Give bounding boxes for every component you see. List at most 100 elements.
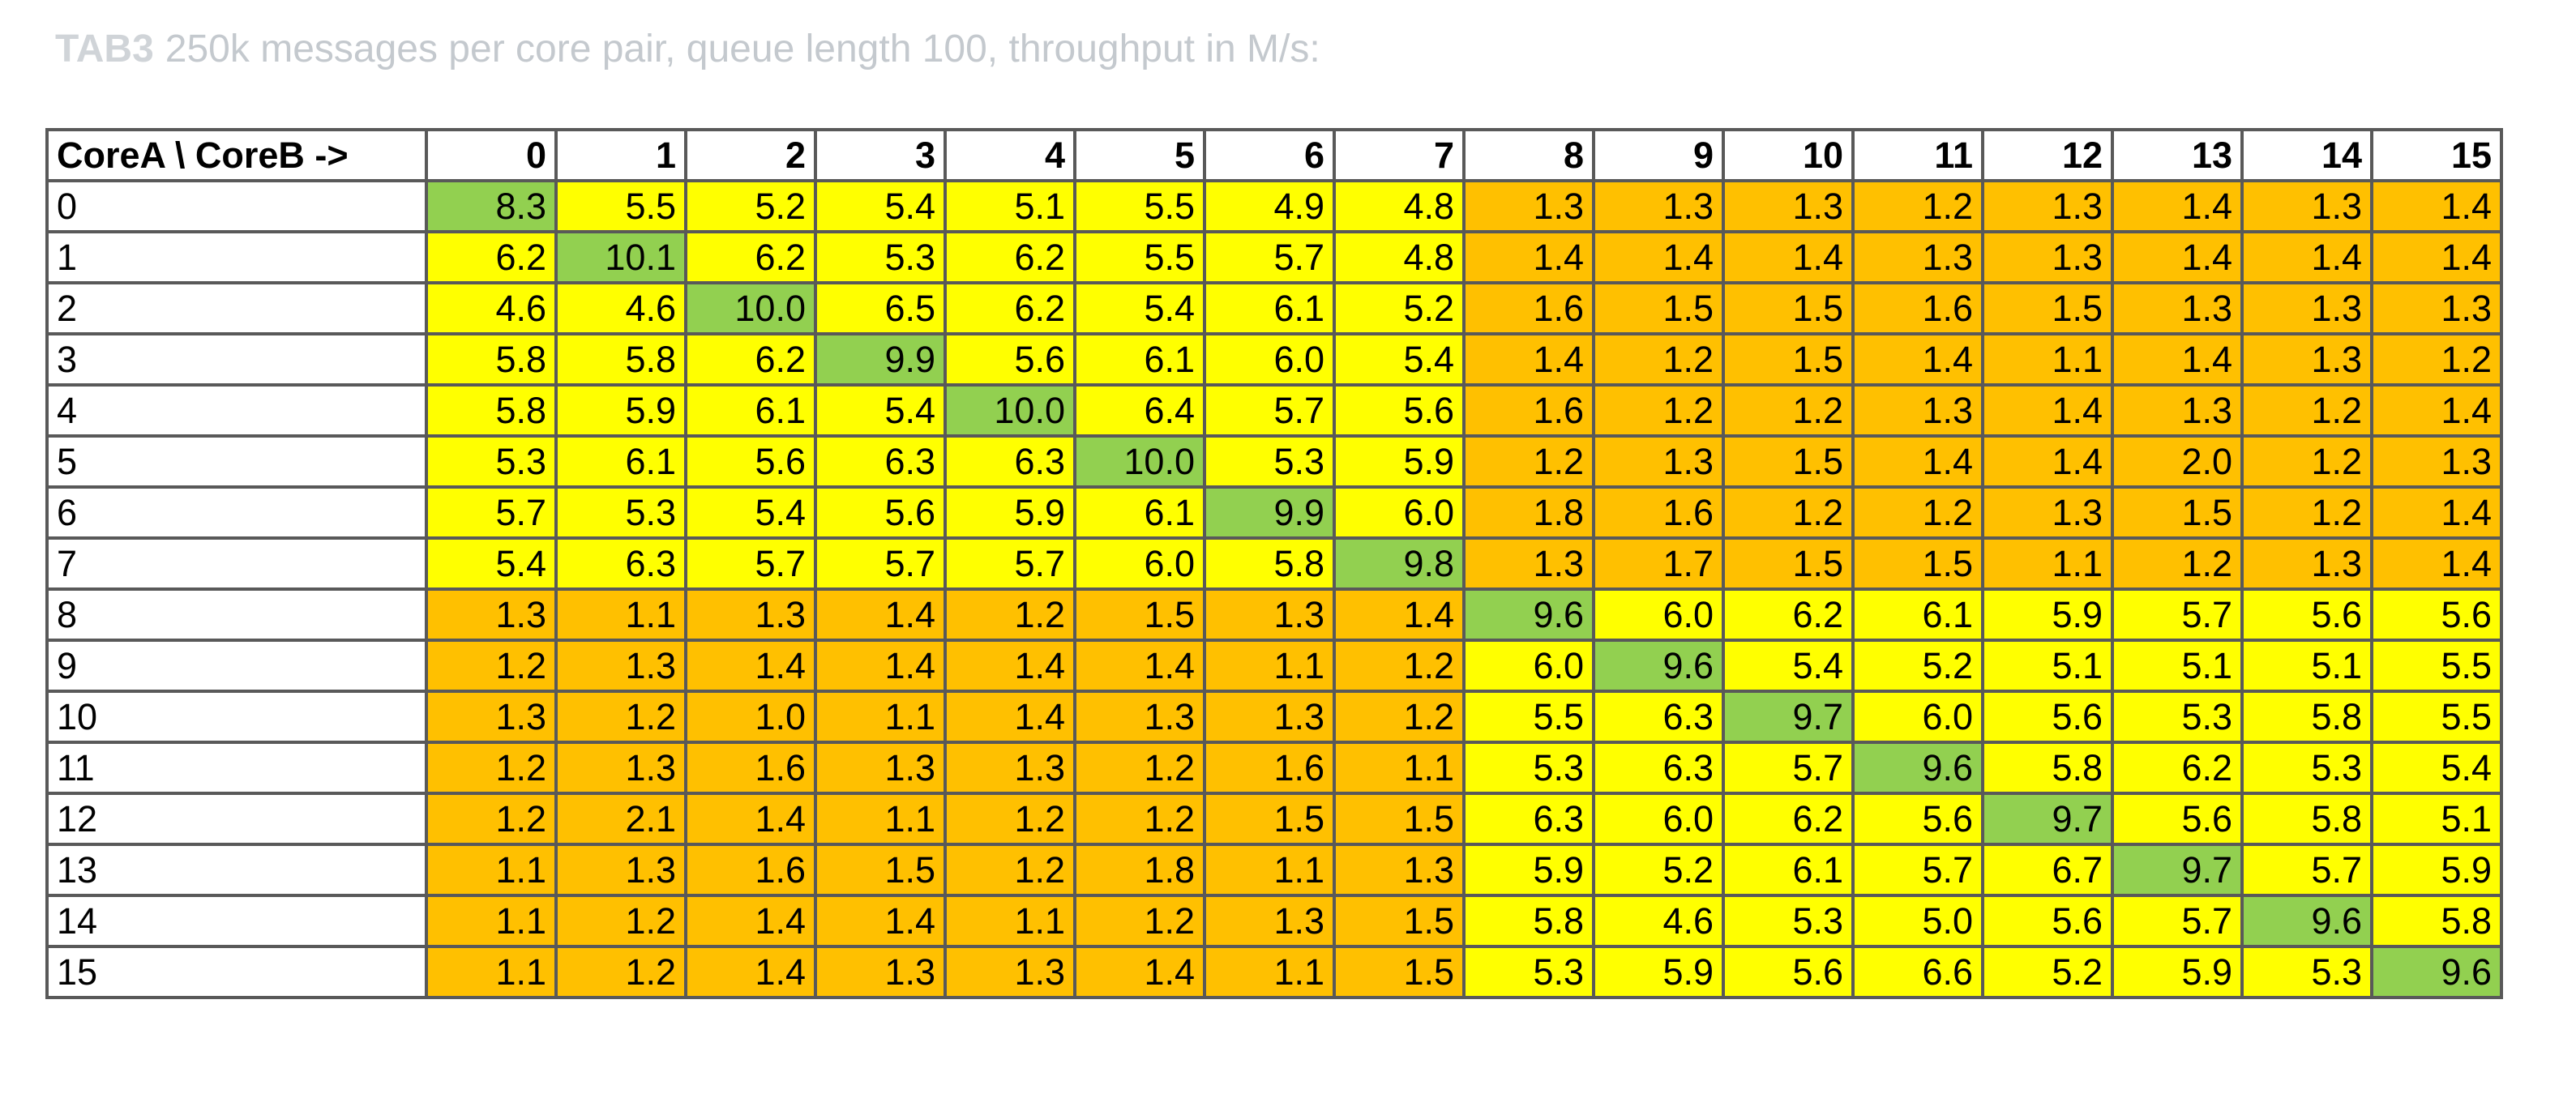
heatmap-cell: 6.2 [1722, 792, 1855, 846]
heatmap-cell: 1.3 [2111, 383, 2244, 438]
heatmap-cell: 1.4 [1851, 332, 1984, 387]
heatmap-cell: 1.4 [814, 587, 947, 642]
heatmap-cell: 1.2 [1333, 690, 1466, 744]
heatmap-cell: 1.4 [2240, 230, 2373, 284]
heatmap-cell: 5.3 [425, 434, 558, 489]
heatmap-cell: 1.4 [1333, 587, 1466, 642]
heatmap-cell: 5.7 [814, 536, 947, 591]
heatmap-cell: 9.8 [1333, 536, 1466, 591]
heatmap-cell: 6.3 [944, 434, 1076, 489]
heatmap-cell: 1.2 [425, 741, 558, 795]
heatmap-cell: 5.8 [1462, 894, 1595, 948]
heatmap-cell: 5.6 [944, 332, 1076, 387]
table-row: 11 1.2 1.3 1.6 1.3 1.3 1.2 1.6 1.1 5.3 6.3 5.7 9.6 5.… [45, 741, 2503, 795]
heatmap-cell: 1.3 [2240, 536, 2373, 591]
heatmap-cell: 1.5 [1333, 945, 1466, 999]
heatmap-cell: 1.2 [425, 639, 558, 693]
heatmap-cell: 5.1 [944, 179, 1076, 233]
heatmap-cell: 1.2 [425, 792, 558, 846]
column-header-coreb-5: 5 [1073, 128, 1206, 182]
heatmap-cell: 1.3 [1462, 179, 1595, 233]
heatmap-cell: 1.4 [684, 639, 817, 693]
heatmap-cell: 1.2 [944, 792, 1076, 846]
heatmap-cell: 10.0 [684, 281, 817, 335]
heatmap-cell: 5.2 [1333, 281, 1466, 335]
heatmap-cell: 1.6 [1203, 741, 1336, 795]
heatmap-cell: 9.7 [1722, 690, 1855, 744]
heatmap-cell: 1.5 [1981, 281, 2114, 335]
heatmap-cell: 1.3 [1592, 179, 1725, 233]
heatmap-cell: 6.2 [684, 332, 817, 387]
heatmap-cell: 5.6 [684, 434, 817, 489]
row-header-corea-2: 2 [45, 281, 428, 335]
heatmap-cell: 1.2 [2111, 536, 2244, 591]
heatmap-cell: 6.2 [425, 230, 558, 284]
heatmap-cell: 1.4 [1073, 639, 1206, 693]
row-header-corea-14: 14 [45, 894, 428, 948]
heatmap-cell: 1.5 [1722, 332, 1855, 387]
heatmap-cell: 1.3 [1203, 587, 1336, 642]
heatmap-cell: 5.9 [1592, 945, 1725, 999]
column-header-coreb-0: 0 [425, 128, 558, 182]
heatmap-cell: 1.4 [944, 639, 1076, 693]
heatmap-cell: 1.1 [554, 587, 687, 642]
heatmap-cell: 1.2 [1722, 383, 1855, 438]
heatmap-cell: 5.8 [2240, 690, 2373, 744]
heatmap-cell: 1.2 [1592, 332, 1725, 387]
heatmap-cell: 1.3 [2111, 281, 2244, 335]
heatmap-cell: 1.3 [1981, 179, 2114, 233]
heatmap-cell: 1.5 [1851, 536, 1984, 591]
row-header-corea-8: 8 [45, 587, 428, 642]
heatmap-cell: 6.0 [1073, 536, 1206, 591]
heatmap-cell: 5.3 [2111, 690, 2244, 744]
heatmap-cell: 1.4 [2111, 179, 2244, 233]
heatmap-cell: 5.8 [554, 332, 687, 387]
heatmap-cell: 1.4 [684, 792, 817, 846]
table-row: 7 5.4 6.3 5.7 5.7 5.7 6.0 5.8 9.8 1.3 1.7 1.5 1.5 1.1… [45, 536, 2503, 591]
table-row: 9 1.2 1.3 1.4 1.4 1.4 1.4 1.1 1.2 6.0 9.6 5.4 5.2 5.1… [45, 639, 2503, 693]
column-header-coreb-14: 14 [2240, 128, 2373, 182]
heatmap-cell: 1.2 [2240, 383, 2373, 438]
heatmap-cell: 6.1 [684, 383, 817, 438]
heatmap-cell: 1.8 [1462, 485, 1595, 540]
row-header-corea-1: 1 [45, 230, 428, 284]
heatmap-cell: 1.6 [1462, 383, 1595, 438]
heatmap-cell: 5.5 [2370, 690, 2503, 744]
table-caption: TAB3 250k messages per core pair, queue l… [55, 23, 1320, 76]
heatmap-cell: 1.4 [684, 945, 817, 999]
heatmap-cell: 1.4 [1851, 434, 1984, 489]
heatmap-cell: 8.3 [425, 179, 558, 233]
heatmap-cell: 1.2 [554, 945, 687, 999]
heatmap-cell: 5.3 [1462, 741, 1595, 795]
heatmap-cell: 5.6 [2111, 792, 2244, 846]
heatmap-cell: 5.4 [684, 485, 817, 540]
column-header-coreb-9: 9 [1592, 128, 1725, 182]
heatmap-cell: 1.2 [1851, 179, 1984, 233]
heatmap-cell: 1.8 [1073, 843, 1206, 897]
heatmap-cell: 5.2 [1851, 639, 1984, 693]
heatmap-cell: 1.4 [2370, 383, 2503, 438]
heatmap-cell: 1.5 [1722, 281, 1855, 335]
column-header-coreb-12: 12 [1981, 128, 2114, 182]
heatmap-cell: 5.4 [2370, 741, 2503, 795]
heatmap-cell: 1.6 [1851, 281, 1984, 335]
table-row: 8 1.3 1.1 1.3 1.4 1.2 1.5 1.3 1.4 9.6 6.0 6.2 6.1 5.9… [45, 587, 2503, 642]
heatmap-cell: 6.4 [1073, 383, 1206, 438]
heatmap-cell: 5.6 [1981, 894, 2114, 948]
column-header-coreb-13: 13 [2111, 128, 2244, 182]
heatmap-cell: 6.0 [1203, 332, 1336, 387]
heatmap-cell: 1.2 [1722, 485, 1855, 540]
heatmap-cell: 1.4 [2111, 230, 2244, 284]
heatmap-cell: 5.9 [1981, 587, 2114, 642]
heatmap-cell: 6.1 [554, 434, 687, 489]
row-header-corea-11: 11 [45, 741, 428, 795]
row-header-corea-9: 9 [45, 639, 428, 693]
heatmap-cell: 1.2 [1073, 741, 1206, 795]
heatmap-cell: 5.2 [684, 179, 817, 233]
heatmap-cell: 1.2 [2370, 332, 2503, 387]
heatmap-cell: 5.6 [814, 485, 947, 540]
heatmap-cell: 1.1 [425, 894, 558, 948]
heatmap-cell: 6.5 [814, 281, 947, 335]
heatmap-cell: 1.3 [1073, 690, 1206, 744]
heatmap-cell: 5.2 [1981, 945, 2114, 999]
